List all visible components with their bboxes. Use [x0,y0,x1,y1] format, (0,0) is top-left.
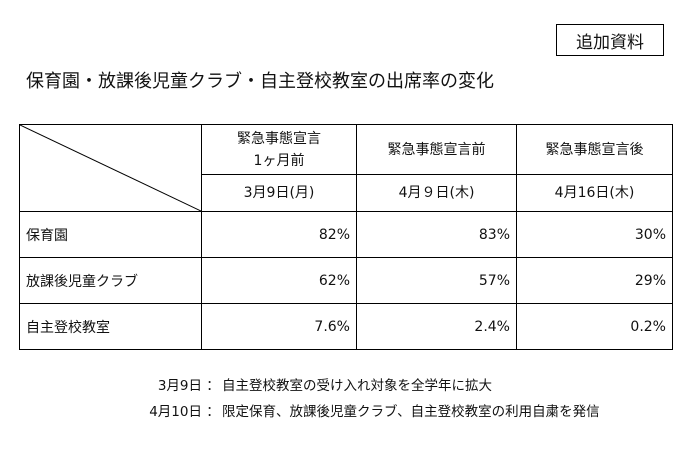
table-row: 保育園 82% 83% 30% [19,211,673,258]
note-date: 4月10日 [149,404,202,420]
header-row-period: 緊急事態宣言 1ヶ月前 緊急事態宣言前 緊急事態宣言後 [19,124,673,212]
row-label-nursery: 保育園 [19,211,202,258]
diagonal-corner-cell [19,124,202,212]
table-cell: 62% [201,257,357,304]
note-separator: ： [206,378,220,394]
note-item: 3月9日 ： 自主登校教室の受け入れ対象を全学年に拡大 [146,374,600,400]
column-date-2: 4月９日(木) [356,174,517,212]
table-cell: 83% [356,211,517,258]
table-cell: 7.6% [201,303,357,350]
row-label-voluntary-class: 自主登校教室 [19,303,202,350]
column-header-2-line1: 緊急事態宣言前 [387,141,486,158]
notes: 3月9日 ： 自主登校教室の受け入れ対象を全学年に拡大 4月10日 ： 限定保育… [146,374,600,426]
table-cell: 0.2% [516,303,673,350]
table-row: 自主登校教室 7.6% 2.4% 0.2% [19,303,673,350]
note-date: 3月9日 [157,378,202,394]
note-item: 4月10日 ： 限定保育、放課後児童クラブ、自主登校教室の利用自粛を発信 [146,400,600,426]
column-header-2: 緊急事態宣言前 [356,124,517,175]
table-cell: 29% [516,257,673,304]
table-cell: 57% [356,257,517,304]
row-label-after-school-club: 放課後児童クラブ [19,257,202,304]
column-header-1: 緊急事態宣言 1ヶ月前 [201,124,357,175]
column-date-3: 4月16日(木) [516,174,673,212]
table-cell: 82% [201,211,357,258]
note-separator: ： [206,404,220,420]
table-cell: 30% [516,211,673,258]
column-header-1-line1: 緊急事態宣言 [237,130,321,147]
page-title: 保育園・放課後児童クラブ・自主登校教室の出席率の変化 [26,71,494,92]
column-header-3: 緊急事態宣言後 [516,124,673,175]
additional-material-label: 追加資料 [556,24,664,56]
diagonal-line [20,125,201,211]
note-text: 自主登校教室の受け入れ対象を全学年に拡大 [222,378,492,394]
table-row: 放課後児童クラブ 62% 57% 29% [19,257,673,304]
header-row-date: 3月9日(月) 4月９日(木) 4月16日(木) [20,174,673,212]
column-date-1: 3月9日(月) [201,174,357,212]
note-text: 限定保育、放課後児童クラブ、自主登校教室の利用自粛を発信 [222,404,600,420]
table-cell: 2.4% [356,303,517,350]
column-header-3-line1: 緊急事態宣言後 [545,141,644,158]
attendance-table: 緊急事態宣言 1ヶ月前 緊急事態宣言前 緊急事態宣言後 3月9日(月) 4月９日… [19,124,673,350]
column-header-1-line2: 1ヶ月前 [253,152,305,169]
